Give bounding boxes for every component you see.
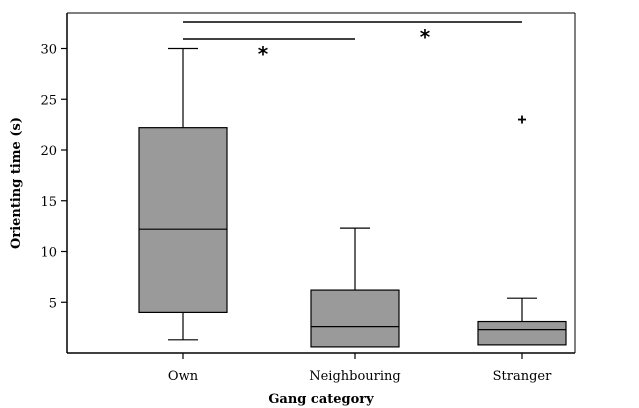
- x-tick-label: Stranger: [493, 369, 552, 384]
- significance-star: *: [420, 25, 431, 49]
- box-rect: [138, 127, 228, 313]
- box-group: [138, 47, 567, 348]
- y-tick-label: 15: [40, 195, 57, 210]
- axes: 5 10 15 20 25 30 Own Neighbouring Stranger: [40, 12, 576, 384]
- y-tick-label: 10: [40, 246, 57, 261]
- x-tick-label: Own: [168, 369, 199, 384]
- y-tick-label: 20: [40, 144, 57, 159]
- box-own: [138, 47, 228, 341]
- box-rect: [477, 320, 567, 346]
- x-axis-title: Gang category: [268, 392, 374, 407]
- box-stranger: [477, 115, 567, 346]
- y-tick-label: 30: [40, 43, 57, 58]
- significance-star: *: [258, 42, 269, 66]
- x-tick-label: Neighbouring: [309, 369, 401, 384]
- box-neighbouring: [310, 227, 400, 348]
- y-tick-label: 5: [49, 296, 57, 311]
- box-rect: [310, 289, 400, 348]
- significance-group: **: [183, 21, 522, 66]
- y-tick-label: 25: [40, 93, 57, 108]
- y-axis-title: Orienting time (s): [9, 117, 24, 249]
